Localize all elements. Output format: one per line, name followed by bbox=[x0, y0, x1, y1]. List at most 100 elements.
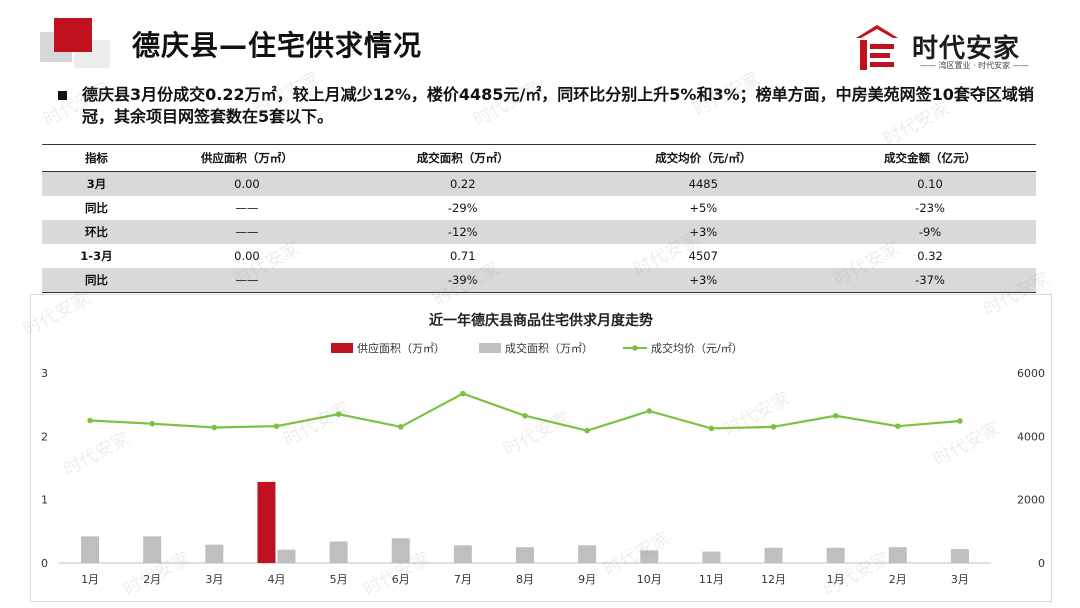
deal-bar bbox=[81, 536, 100, 563]
table-cell: +3% bbox=[582, 268, 825, 293]
deal-bar bbox=[516, 547, 534, 563]
x-tick-label: 9月 bbox=[578, 573, 596, 586]
deal-bar bbox=[826, 547, 845, 563]
y-right-tick-label: 4000 bbox=[1017, 430, 1045, 443]
table-cell: -23% bbox=[915, 201, 945, 215]
x-tick-label: 10月 bbox=[637, 573, 662, 586]
deal-bar bbox=[143, 536, 162, 563]
table-cell: —— bbox=[150, 268, 343, 293]
price-point bbox=[522, 412, 528, 419]
x-tick-label: 12月 bbox=[761, 573, 786, 586]
price-point bbox=[708, 425, 715, 432]
table-row: 3月 0.00 0.22 4485 0.10 bbox=[42, 171, 1036, 196]
chart-legend: 供应面积（万㎡） 成交面积（万㎡） 成交均价（元/㎡） bbox=[331, 341, 743, 355]
table-cell: -9% bbox=[824, 220, 1036, 244]
table-cell: 4485 bbox=[582, 171, 825, 196]
table-header-cell: 指标 bbox=[42, 144, 151, 172]
legend-swatch-deal bbox=[479, 343, 501, 353]
legend-label-price: 成交均价（元/㎡） bbox=[651, 341, 743, 355]
x-tick-label: 7月 bbox=[454, 573, 472, 586]
deal-bar bbox=[578, 545, 597, 563]
legend-label-supply: 供应面积（万㎡） bbox=[357, 341, 445, 355]
table-header-cell: 供应面积（万㎡） bbox=[150, 144, 343, 172]
chart-title: 近一年德庆县商品住宅供求月度走势 bbox=[429, 312, 653, 329]
table-header-cell: 成交金额（亿元） bbox=[824, 144, 1036, 172]
deal-bar bbox=[391, 538, 410, 563]
legend-marker-price bbox=[632, 345, 638, 351]
table-cell: 环比 bbox=[42, 220, 151, 244]
brand-mark-icon bbox=[856, 25, 898, 70]
x-tick-label: 2月 bbox=[143, 573, 161, 586]
price-point bbox=[397, 424, 404, 430]
price-point bbox=[460, 390, 466, 397]
brand-tagline: —— 湾区置业 · 时代安家 —— bbox=[920, 61, 1029, 70]
y-left-tick-label: 2 bbox=[41, 430, 48, 443]
x-tick-label: 2月 bbox=[889, 573, 907, 586]
deal-bar bbox=[640, 550, 659, 563]
x-tick-label: 11月 bbox=[699, 573, 724, 586]
table-cell: 3月 bbox=[42, 171, 151, 196]
chart-container: 近一年德庆县商品住宅供求月度走势 供应面积（万㎡） 成交面积（万㎡） 成交均价（元/… bbox=[30, 294, 1052, 602]
price-point bbox=[832, 412, 839, 419]
price-point bbox=[273, 423, 280, 429]
table-cell: —— bbox=[150, 220, 343, 244]
table-row: 同比 —— -29% +5% -23% bbox=[42, 196, 1036, 220]
legend-swatch-supply bbox=[331, 343, 353, 353]
brand-logo: 时代安家 —— 湾区置业 · 时代安家 —— bbox=[852, 22, 1052, 74]
table-cell: 0.32 bbox=[917, 249, 943, 263]
deal-bar bbox=[950, 549, 969, 563]
y-right-tick-label: 0 bbox=[1038, 557, 1045, 570]
table-cell: -39% bbox=[342, 268, 583, 293]
supply-bar bbox=[257, 481, 276, 563]
price-point bbox=[87, 417, 93, 424]
x-tick-label: 1月 bbox=[81, 573, 99, 586]
price-point bbox=[584, 427, 590, 434]
table-cell: 1-3月 bbox=[80, 249, 113, 263]
price-point bbox=[895, 423, 901, 429]
table-cell: 0.00 bbox=[150, 171, 343, 196]
x-tick-label: 1月 bbox=[827, 573, 845, 586]
x-tick-label: 6月 bbox=[392, 573, 410, 586]
deal-bar bbox=[702, 551, 721, 563]
brand-name: 时代安家 bbox=[912, 34, 1021, 64]
table-cell: 同比 bbox=[42, 268, 151, 293]
table-header-row: 指标 供应面积（万㎡） 成交面积（万㎡） 成交均价（元/㎡） 成交金额（亿元） bbox=[42, 144, 1036, 172]
table-cell: 0.22 bbox=[342, 171, 583, 196]
table-cell: —— bbox=[235, 201, 259, 215]
page-title: 德庆县—住宅供求情况 bbox=[132, 29, 423, 62]
deal-bar bbox=[888, 547, 907, 563]
table-cell: 0.00 bbox=[234, 249, 260, 263]
table-row: 环比 —— -12% +3% -9% bbox=[42, 220, 1036, 244]
deal-bar bbox=[277, 549, 296, 563]
bullet-square-icon bbox=[58, 91, 67, 100]
chart-plot-area: 0 1 2 3 0 2000 4000 6000 1月 2月 3月 4月 5月 6月 7月 8月 9月 10月 11… bbox=[41, 367, 1045, 586]
price-point bbox=[770, 424, 777, 430]
y-right-tick-label: 2000 bbox=[1017, 494, 1045, 507]
x-tick-label: 5月 bbox=[330, 573, 348, 586]
table-cell: -12% bbox=[342, 220, 583, 244]
price-point bbox=[957, 418, 963, 424]
y-left-tick-label: 0 bbox=[41, 557, 48, 570]
table-cell: 0.10 bbox=[824, 171, 1036, 196]
deal-bar bbox=[453, 545, 472, 563]
y-left-tick-label: 3 bbox=[41, 367, 48, 380]
price-point bbox=[149, 420, 155, 427]
x-tick-label: 3月 bbox=[205, 573, 223, 586]
y-right-tick-label: 6000 bbox=[1017, 367, 1045, 380]
legend-label-deal: 成交面积（万㎡） bbox=[505, 341, 593, 355]
table-cell: +5% bbox=[689, 201, 718, 215]
x-tick-label: 8月 bbox=[516, 573, 534, 586]
price-line bbox=[90, 392, 961, 432]
header-decoration bbox=[40, 16, 112, 68]
x-tick-label: 4月 bbox=[267, 573, 285, 586]
x-tick-label: 3月 bbox=[951, 573, 969, 586]
price-point bbox=[646, 408, 653, 414]
deal-bar bbox=[205, 544, 224, 563]
table-cell: +3% bbox=[582, 220, 825, 244]
price-point bbox=[211, 424, 218, 431]
summary-text: 德庆县3月份成交0.22万㎡，较上月减少12%，楼价4485元/㎡，同环比分别上… bbox=[82, 85, 1034, 126]
table-header-cell: 成交均价（元/㎡） bbox=[582, 144, 825, 172]
table-row: 1-3月 0.00 0.71 4507 0.32 bbox=[42, 244, 1036, 268]
y-left-tick-label: 1 bbox=[41, 494, 48, 507]
supply-demand-chart: 近一年德庆县商品住宅供求月度走势 供应面积（万㎡） 成交面积（万㎡） 成交均价（元/… bbox=[41, 312, 1045, 586]
